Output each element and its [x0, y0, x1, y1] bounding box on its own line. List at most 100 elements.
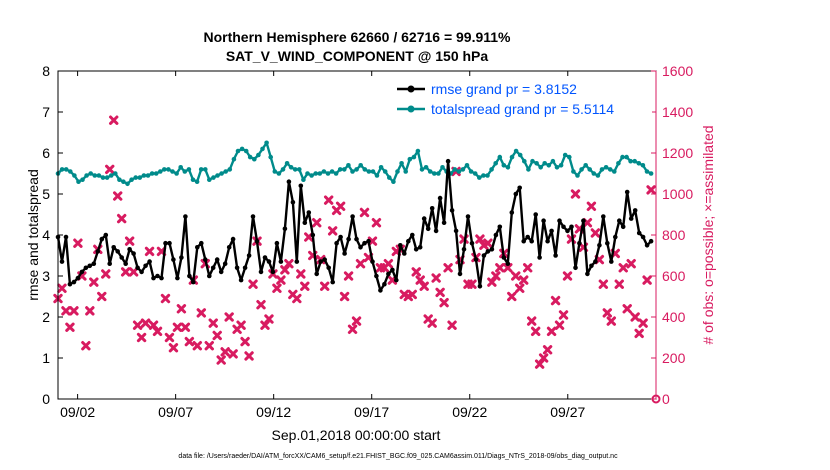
series-point [59, 259, 65, 264]
series-point [338, 234, 343, 240]
series-point [350, 214, 355, 219]
assimilated-cross [136, 332, 147, 343]
assimilated-cross [638, 318, 648, 328]
series-point [489, 247, 495, 252]
assimilated-marker [69, 306, 79, 316]
assimilated-marker [228, 349, 238, 359]
assimilated-markers [53, 115, 661, 404]
x-tick-label: 09/07 [158, 404, 193, 420]
assimilated-cross [272, 283, 282, 293]
series-point [601, 214, 606, 219]
series-point [322, 257, 328, 262]
series-point [449, 208, 455, 213]
series-point [423, 165, 429, 170]
series-point [239, 146, 245, 152]
assimilated-marker [491, 271, 501, 281]
assimilated-cross [355, 259, 366, 269]
series-point [162, 167, 167, 172]
series-point [235, 148, 241, 154]
assimilated-marker [132, 320, 143, 330]
series-point [223, 169, 228, 174]
assimilated-cross [61, 306, 71, 316]
assimilated-cross [196, 308, 206, 318]
assimilated-cross [447, 320, 457, 330]
assimilated-cross [562, 271, 573, 281]
series-point [346, 163, 351, 168]
series-point [318, 259, 324, 264]
assimilated-cross [542, 345, 553, 355]
series-point [183, 214, 188, 219]
assimilated-marker [168, 343, 179, 353]
series-point [314, 271, 320, 277]
series-point [306, 210, 312, 215]
series-point [421, 216, 427, 221]
series-point [143, 263, 148, 269]
series-point [145, 173, 151, 178]
series-point [628, 216, 634, 221]
series-point [182, 169, 188, 174]
assimilated-cross [443, 263, 453, 273]
assimilated-cross [109, 115, 119, 125]
assimilated-marker [630, 312, 640, 322]
series-point [191, 279, 196, 285]
series-point [585, 271, 590, 277]
series-point [346, 236, 351, 242]
series-point [246, 253, 252, 258]
assimilated-marker [419, 281, 429, 291]
series-point [632, 208, 638, 213]
assimilated-marker [554, 320, 565, 330]
assimilated-cross [256, 300, 266, 310]
y2-tick-label: 400 [662, 309, 686, 325]
assimilated-marker [355, 259, 366, 269]
assimilated-cross [570, 189, 581, 199]
series-point [91, 261, 97, 267]
assimilated-cross [120, 267, 131, 277]
series-point [473, 257, 479, 262]
assimilated-cross [467, 279, 477, 289]
series-point [117, 177, 122, 182]
assimilated-cross [530, 326, 541, 337]
footer-data-file: data file: /Users/raeder/DAI/ATM_forcXX/… [178, 453, 618, 460]
series-point [334, 240, 339, 246]
assimilated-marker [292, 293, 302, 304]
assimilated-cross [343, 271, 354, 281]
assimilated-cross [292, 293, 302, 304]
series-point [402, 251, 407, 256]
series-point [493, 161, 499, 166]
assimilated-marker [57, 283, 67, 293]
assimilated-cross [228, 349, 238, 359]
series-point [207, 273, 212, 279]
series-point [620, 224, 626, 230]
assimilated-cross [590, 228, 601, 238]
series-point [374, 173, 380, 178]
y-tick-label: 8 [42, 63, 50, 79]
series-point [178, 165, 183, 170]
series-point [274, 240, 280, 246]
series-point [317, 171, 323, 176]
series-point [501, 163, 507, 168]
series-point [288, 165, 294, 170]
series-point [390, 267, 395, 273]
assimilated-cross [128, 267, 139, 277]
series-point [282, 226, 288, 232]
assimilated-cross [407, 289, 417, 300]
assimilated-cross [411, 267, 421, 277]
series-point [294, 259, 300, 264]
y-tick-label: 3 [42, 268, 50, 284]
series-point [591, 171, 597, 176]
series-point [337, 167, 343, 172]
series-point [190, 177, 196, 182]
assimilated-marker [359, 207, 370, 218]
assimilated-cross [519, 275, 529, 285]
assimilated-cross [244, 351, 254, 361]
series-point [137, 175, 143, 180]
series-point [92, 173, 98, 178]
x-tick-label: 09/12 [256, 404, 291, 420]
series-point [342, 251, 347, 256]
assimilated-cross [515, 283, 525, 293]
series-point [460, 167, 466, 172]
series-point [607, 167, 613, 172]
assimilated-marker [411, 267, 421, 277]
assimilated-cross [367, 236, 378, 246]
assimilated-marker [495, 263, 505, 273]
